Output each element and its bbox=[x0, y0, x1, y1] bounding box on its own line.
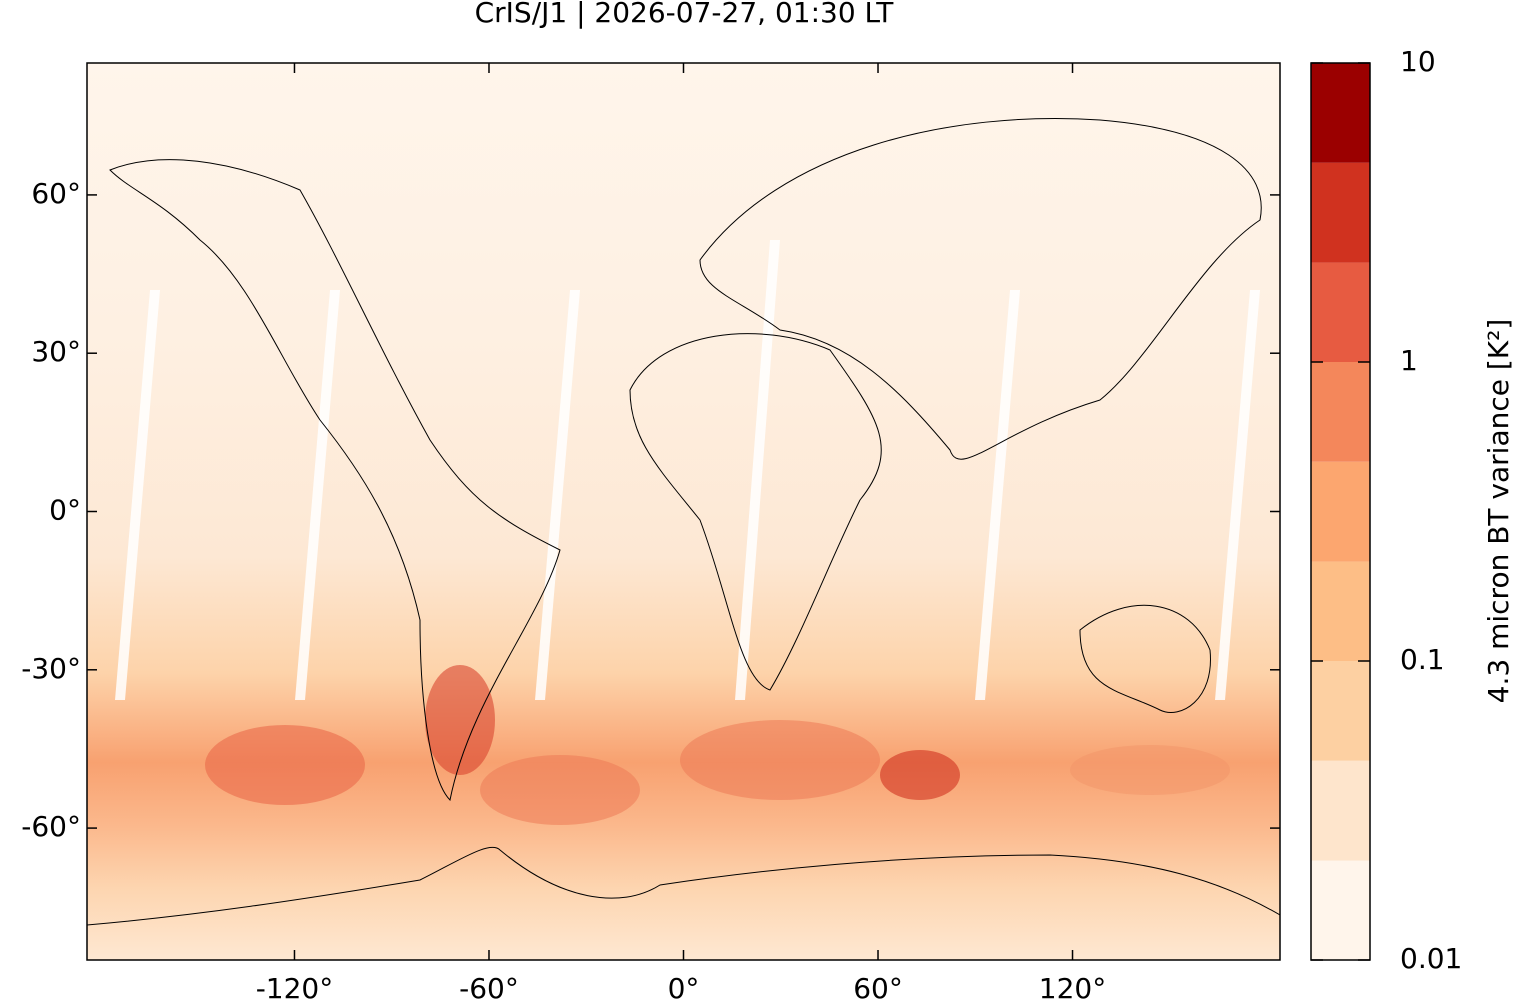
colorbar-tick-label: 0.1 bbox=[1400, 643, 1445, 676]
y-tick-label: 30° bbox=[31, 335, 81, 368]
colorbar-tick-label: 1 bbox=[1400, 344, 1418, 377]
y-tick-label: -30° bbox=[21, 652, 81, 685]
x-tick-label: 120° bbox=[1039, 972, 1106, 1002]
x-tick-label: 60° bbox=[853, 972, 903, 1002]
colorbar-band bbox=[1311, 661, 1370, 761]
colorbar-band bbox=[1311, 860, 1370, 960]
colorbar-tick-label: 10 bbox=[1400, 45, 1436, 78]
map-field bbox=[87, 63, 1280, 960]
colorbar-band bbox=[1311, 362, 1370, 462]
x-tick-label: -60° bbox=[459, 972, 519, 1002]
colorbar-band bbox=[1311, 63, 1370, 163]
colorbar-label: 4.3 micron BT variance [K²] bbox=[1482, 319, 1515, 704]
y-tick-label: 0° bbox=[49, 494, 81, 527]
colorbar-band bbox=[1311, 461, 1370, 562]
colorbar bbox=[1311, 63, 1370, 960]
colorbar-tick-label: 0.01 bbox=[1400, 942, 1462, 975]
x-tick-label: -120° bbox=[256, 972, 334, 1002]
chart-title: CrIS/J1 | 2026-07-27, 01:30 LT bbox=[475, 0, 895, 29]
x-tick-label: 0° bbox=[668, 972, 700, 1002]
colorbar-frame bbox=[1310, 62, 1371, 961]
colorbar-band bbox=[1311, 561, 1370, 661]
y-tick-label: 60° bbox=[31, 177, 81, 210]
colorbar-band bbox=[1311, 760, 1370, 861]
y-tick-label: -60° bbox=[21, 810, 81, 843]
colorbar-band bbox=[1311, 162, 1370, 263]
colorbar-band bbox=[1311, 262, 1370, 362]
